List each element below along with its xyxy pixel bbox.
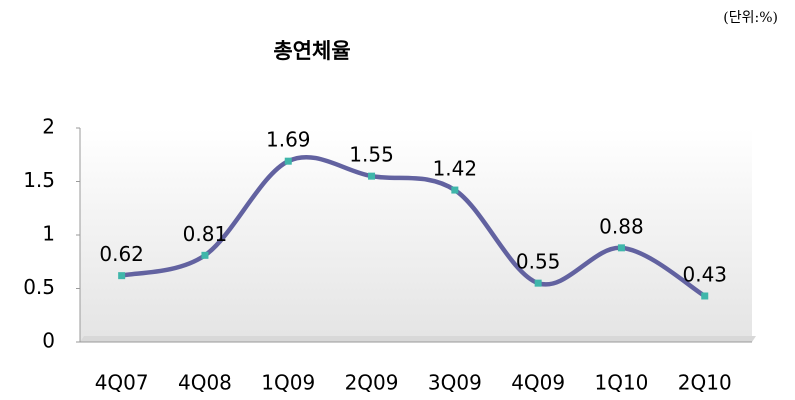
data-label: 0.81 (183, 222, 228, 246)
y-tick-label: 0 (42, 329, 55, 353)
point-marker (701, 292, 709, 300)
plot-background (80, 128, 752, 342)
point-marker (118, 272, 126, 280)
data-label: 0.43 (682, 262, 727, 286)
data-label: 1.42 (433, 157, 478, 181)
point-marker (284, 157, 292, 165)
data-label: 0.55 (516, 250, 561, 274)
chart-title: 총연체율 (273, 39, 350, 63)
y-tick-label: 1 (42, 222, 55, 246)
data-label: 1.55 (349, 143, 394, 167)
x-tick-label: 3Q09 (428, 371, 482, 395)
point-marker (617, 244, 625, 252)
point-marker (534, 279, 542, 287)
data-label: 1.69 (266, 128, 311, 152)
point-marker (451, 186, 459, 194)
y-tick-label: 1.5 (23, 168, 55, 192)
series-line (119, 154, 707, 299)
x-tick-label: 4Q09 (511, 371, 565, 395)
x-tick-label: 4Q07 (95, 371, 149, 395)
plot-floor (80, 336, 756, 342)
x-tick-label: 1Q09 (261, 371, 315, 395)
point-marker (368, 172, 376, 180)
unit-note: (단위:%) (723, 10, 778, 26)
plot-area (79, 128, 756, 343)
y-tick-label: 0.5 (23, 275, 55, 299)
x-tick-label: 1Q10 (594, 371, 648, 395)
data-label: 0.88 (599, 214, 644, 238)
x-tick-label: 2Q09 (345, 371, 399, 395)
x-tick-label: 4Q08 (178, 371, 232, 395)
point-marker (201, 251, 209, 259)
data-label: 0.62 (99, 242, 144, 266)
y-tick-label: 2 (42, 115, 55, 139)
x-tick-label: 2Q10 (678, 371, 732, 395)
